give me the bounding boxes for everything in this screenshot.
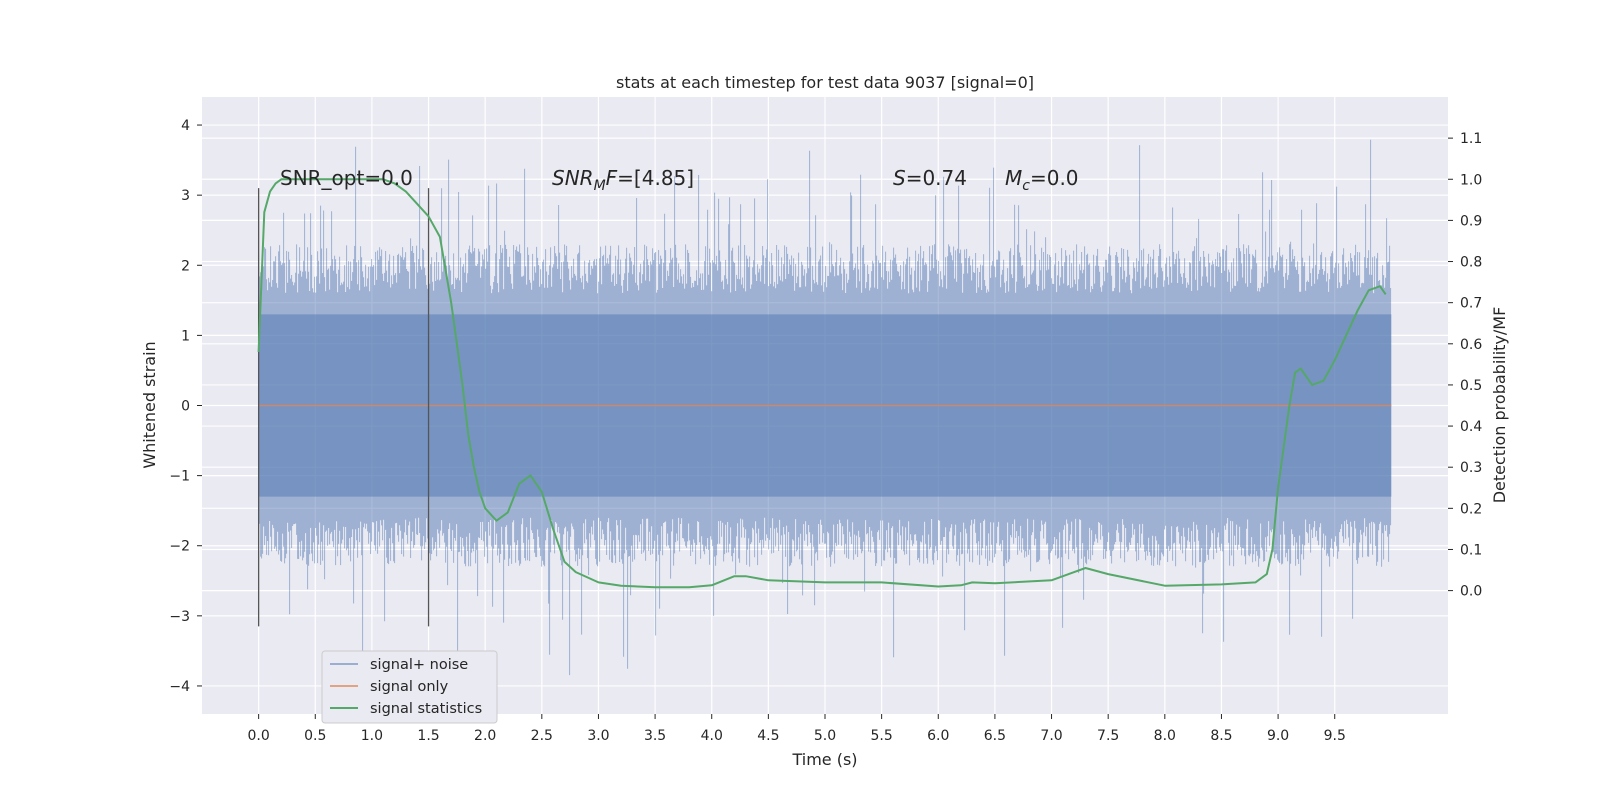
mc-value: =0.0 xyxy=(1030,166,1079,190)
y2-tick-label: 0.3 xyxy=(1460,460,1482,476)
x-tick-label: 1.5 xyxy=(417,728,439,744)
annotation-snr-opt: SNR_opt=0.0 xyxy=(280,166,413,190)
y-tick-label: 1 xyxy=(181,328,190,344)
y-tick-label: −2 xyxy=(169,539,190,555)
legend: signal+ noise signal only signal statist… xyxy=(321,650,498,724)
y2-tick-label: 0.4 xyxy=(1460,419,1482,435)
x-tick-label: 4.0 xyxy=(701,728,723,744)
annotation-mc: Mc=0.0 xyxy=(1005,166,1079,194)
x-tick-label: 8.5 xyxy=(1210,728,1232,744)
x-tick-label: 3.5 xyxy=(644,728,666,744)
y2-tick-label: 0.1 xyxy=(1460,542,1482,558)
chart-title: stats at each timestep for test data 903… xyxy=(616,73,1034,92)
statistics-series xyxy=(257,178,1387,589)
y2-tick-label: 1.1 xyxy=(1460,131,1482,147)
x-tick-label: 0.0 xyxy=(248,728,270,744)
y2-tick-label: 0.6 xyxy=(1460,337,1482,353)
vertical-markers xyxy=(257,188,430,627)
y-tick-label: 2 xyxy=(181,258,190,274)
mc-symbol: M xyxy=(1005,166,1022,190)
snr-mf-sub: M xyxy=(594,178,606,194)
x-tick-label: 9.0 xyxy=(1267,728,1289,744)
y-tick-label: 4 xyxy=(181,118,190,134)
y-tick-label: 0 xyxy=(181,399,190,415)
s-symbol: S xyxy=(893,166,906,190)
legend-label-signal-noise: signal+ noise xyxy=(370,657,468,673)
x-tick-label: 2.0 xyxy=(474,728,496,744)
s-value: =0.74 xyxy=(906,166,967,190)
y2-tick-label: 0.2 xyxy=(1460,501,1482,517)
snr-mf-main: SNR xyxy=(552,166,594,190)
y-tick-label: −1 xyxy=(169,469,190,485)
y-tick-label: −4 xyxy=(169,679,190,695)
x-tick-label: 1.0 xyxy=(361,728,383,744)
x-tick-label: 5.5 xyxy=(871,728,893,744)
legend-label-signal-statistics: signal statistics xyxy=(370,701,482,717)
mc-sub: c xyxy=(1022,178,1030,194)
y-axis-label: Whitened strain xyxy=(140,341,159,468)
x-tick-label: 6.0 xyxy=(927,728,949,744)
snr-mf-value: =[4.85] xyxy=(617,166,694,190)
y2-tick-label: 0.8 xyxy=(1460,255,1482,271)
x-tick-label: 2.5 xyxy=(531,728,553,744)
snr-mf-rest: F xyxy=(606,166,618,190)
x-tick-label: 8.0 xyxy=(1154,728,1176,744)
y-tick-label: −3 xyxy=(169,609,190,625)
y2-tick-label: 0.7 xyxy=(1460,296,1482,312)
y2-axis-label: Detection probability/MF xyxy=(1490,307,1509,504)
y2-tick-label: 0.0 xyxy=(1460,584,1482,600)
x-axis-label: Time (s) xyxy=(791,750,857,769)
y-tick-label: 3 xyxy=(181,188,190,204)
annotation-s: S=0.74 xyxy=(893,166,967,190)
x-tick-label: 3.0 xyxy=(587,728,609,744)
x-tick-label: 7.0 xyxy=(1040,728,1062,744)
x-tick-label: 0.5 xyxy=(304,728,326,744)
signal-statistics-line xyxy=(257,178,1387,589)
y2-tick-label: 0.9 xyxy=(1460,213,1482,229)
x-tick-label: 9.5 xyxy=(1324,728,1346,744)
y2-tick-label: 1.0 xyxy=(1460,172,1482,188)
axes: 0.0 0.5 1.0 1.5 2.0 2.5 3.0 3.5 4.0 4.5 5.0 5.5 6.0 6… xyxy=(169,118,1482,744)
legend-box xyxy=(321,650,498,724)
x-tick-label: 5.0 xyxy=(814,728,836,744)
legend-label-signal-only: signal only xyxy=(370,679,449,695)
x-tick-label: 4.5 xyxy=(757,728,779,744)
annotation-snr-mf: SNRMF=[4.85] xyxy=(552,166,694,194)
x-tick-label: 6.5 xyxy=(984,728,1006,744)
x-tick-label: 7.5 xyxy=(1097,728,1119,744)
y2-tick-label: 0.5 xyxy=(1460,378,1482,394)
